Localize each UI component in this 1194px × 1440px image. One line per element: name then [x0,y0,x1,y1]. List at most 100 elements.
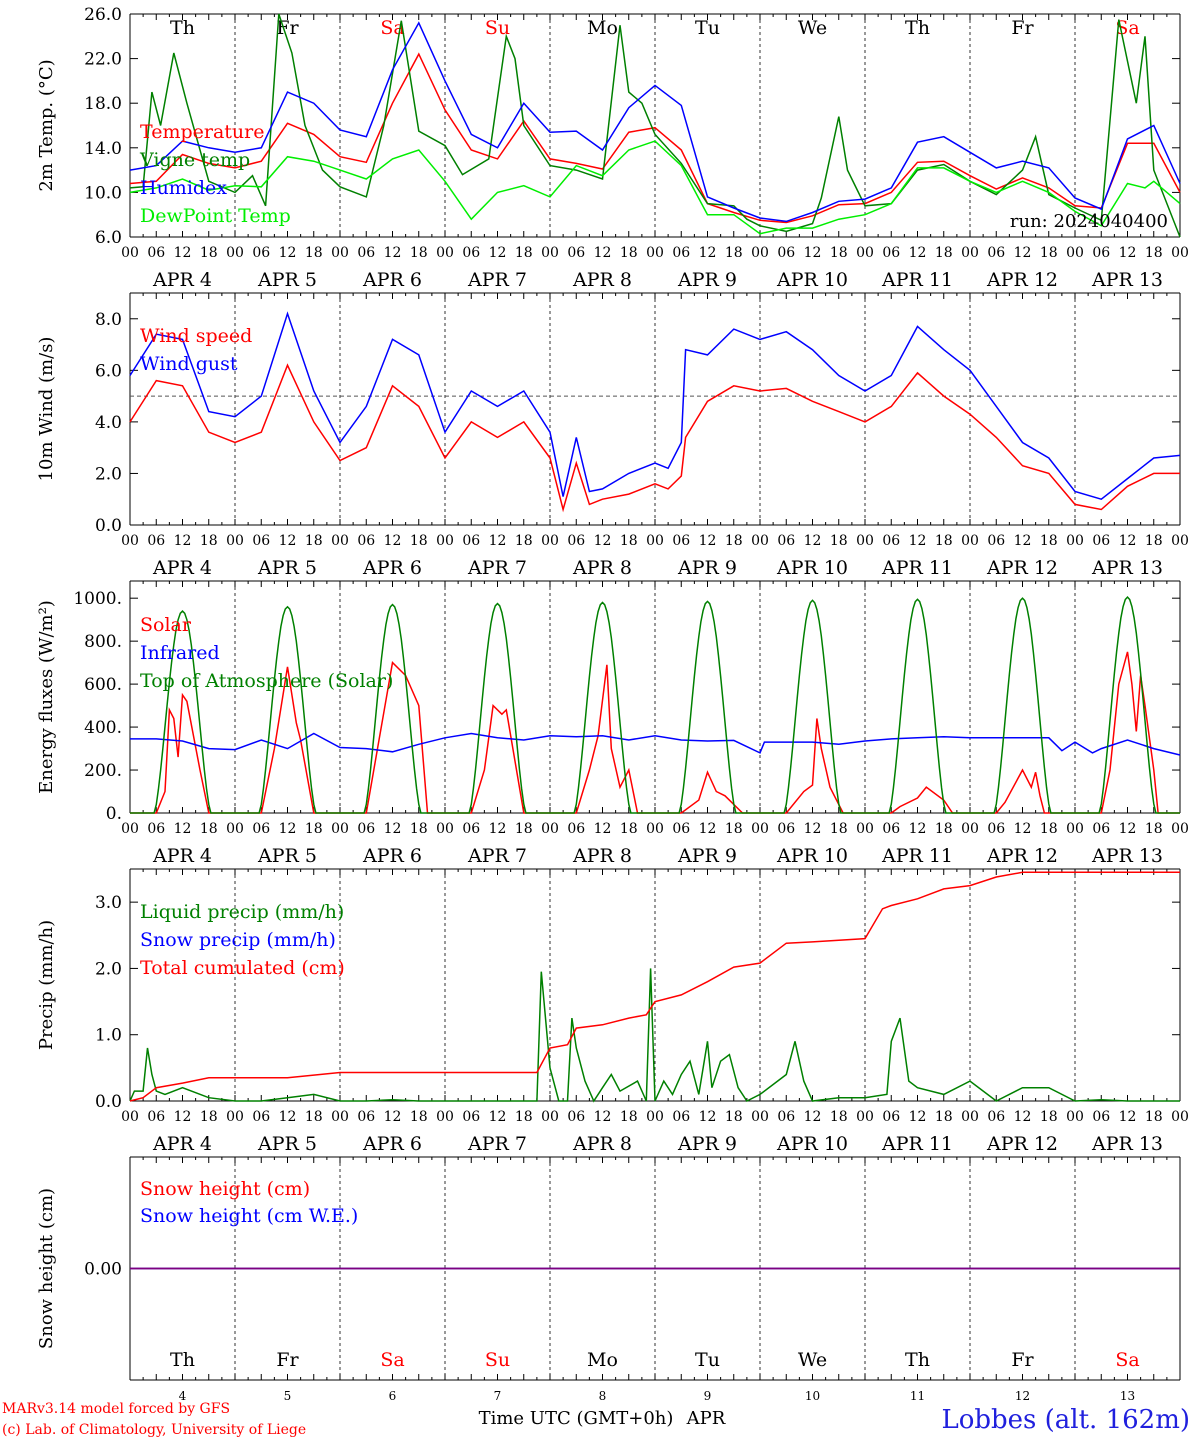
day-name-label: Sa [1115,1349,1139,1371]
x-hour-label: 00 [961,245,979,261]
x-date-label: APR 10 [776,557,848,579]
x-hour-label: 12 [384,821,402,837]
legend-entry: Infrared [140,642,220,664]
x-hour-label: 00 [1066,1109,1084,1125]
x-hour-label: 06 [252,1109,270,1125]
day-name-label: We [798,17,827,39]
legend-entry: Temperature [140,121,264,143]
x-date-label: APR 12 [986,1133,1058,1155]
y-tick-label: 6.0 [95,228,122,248]
x-hour-label: 06 [567,245,585,261]
y-axis-label: Precip (mm/h) [36,920,57,1050]
x-hour-label: 12 [594,821,612,837]
x-hour-label: 18 [725,1109,743,1125]
series-line-liquid-precip-mm-h [129,968,1180,1103]
x-date-label: APR 4 [152,557,212,579]
y-axis-label: 2m Temp. (°C) [36,59,57,191]
x-hour-label: 12 [279,533,297,549]
y-tick-label: 0.0 [95,516,122,536]
x-hour-label: 18 [515,821,533,837]
x-date-label: APR 12 [986,269,1058,291]
series-line-humidex [129,21,1181,223]
x-date-label: APR 4 [152,845,212,867]
x-hour-label: 12 [279,1109,297,1125]
x-hour-label: 18 [200,1109,218,1125]
series-line-dewpoint-temp [129,140,1181,235]
x-hour-label: 00 [751,821,769,837]
day-number-label: 5 [284,1389,292,1403]
x-date-label: APR 11 [881,1133,953,1155]
x-hour-label: 18 [1040,245,1058,261]
x-date-label: APR 7 [467,557,527,579]
x-hour-label: 00 [751,1109,769,1125]
x-hour-label: 06 [147,533,165,549]
day-name-label: Mo [587,1349,618,1371]
x-hour-label: 06 [987,1109,1005,1125]
x-date-label: APR 10 [776,269,848,291]
x-hour-label: 00 [226,533,244,549]
x-hour-label: 12 [384,533,402,549]
x-date-label: APR 9 [677,845,737,867]
x-hour-label: 06 [882,245,900,261]
x-hour-label: 18 [305,1109,323,1125]
x-hour-label: 18 [935,245,953,261]
x-hour-label: 18 [410,821,428,837]
x-hour-label: 00 [1066,245,1084,261]
y-tick-label: 600. [84,675,122,695]
x-date-label: APR 8 [572,557,632,579]
y-tick-label: 8.0 [95,310,122,330]
x-hour-label: 18 [305,245,323,261]
x-hour-label: 12 [174,821,192,837]
y-axis-label: Snow height (cm) [36,1188,57,1349]
x-hour-label: 06 [357,821,375,837]
x-hour-label: 18 [725,821,743,837]
chart-panels: 6.0 10.0 14.0 18.0 22.0 26.0 2m Temp. (°C) 00 06… [36,5,1189,1403]
x-hour-label: 12 [909,1109,927,1125]
day-name-label: Fr [1011,1349,1034,1371]
x-date-label: APR 12 [986,557,1058,579]
x-hour-label: 00 [1171,821,1189,837]
x-hour-label: 18 [1145,533,1163,549]
x-hour-label: 12 [279,245,297,261]
x-date-label: APR 13 [1091,845,1163,867]
panel-2: 0.0 2.0 4.0 6.0 8.0 10m Wind (m/s) 00 06 12 18 00 0… [36,292,1189,579]
x-hour-label: 00 [1066,533,1084,549]
x-hour-label: 12 [594,245,612,261]
x-hour-label: 00 [1171,1109,1189,1125]
x-hour-label: 12 [699,821,717,837]
x-hour-label: 00 [856,1109,874,1125]
x-hour-label: 12 [489,533,507,549]
x-hour-label: 18 [1040,1109,1058,1125]
x-hour-label: 06 [1092,821,1110,837]
x-hour-label: 18 [305,821,323,837]
day-number-label: 10 [805,1389,820,1403]
x-hour-label: 00 [436,821,454,837]
x-hour-label: 06 [147,245,165,261]
x-hour-label: 12 [699,1109,717,1125]
legend-entry: Snow precip (mm/h) [140,929,336,951]
x-hour-label: 00 [646,821,664,837]
day-name-label: Su [485,1349,510,1371]
x-hour-label: 06 [672,821,690,837]
legend-entry: Humidex [140,177,227,199]
x-hour-label: 06 [672,533,690,549]
x-hour-label: 00 [646,245,664,261]
x-hour-label: 06 [357,245,375,261]
y-tick-label: 26.0 [84,5,122,25]
x-hour-label: 06 [252,533,270,549]
x-hour-label: 00 [541,821,559,837]
day-number-label: 8 [599,1389,607,1403]
x-hour-label: 12 [1014,1109,1032,1125]
x-hour-label: 12 [384,245,402,261]
x-hour-label: 00 [541,245,559,261]
y-tick-label: 6.0 [95,361,122,381]
x-hour-label: 00 [1171,533,1189,549]
x-hour-label: 18 [1040,821,1058,837]
y-tick-label: 1.0 [95,1026,122,1046]
x-hour-label: 12 [804,245,822,261]
x-hour-label: 00 [541,533,559,549]
x-hour-label: 06 [462,245,480,261]
day-name-label: Th [905,17,930,39]
series-line-total-cumulated-cm [129,871,1180,1102]
x-hour-label: 06 [672,245,690,261]
